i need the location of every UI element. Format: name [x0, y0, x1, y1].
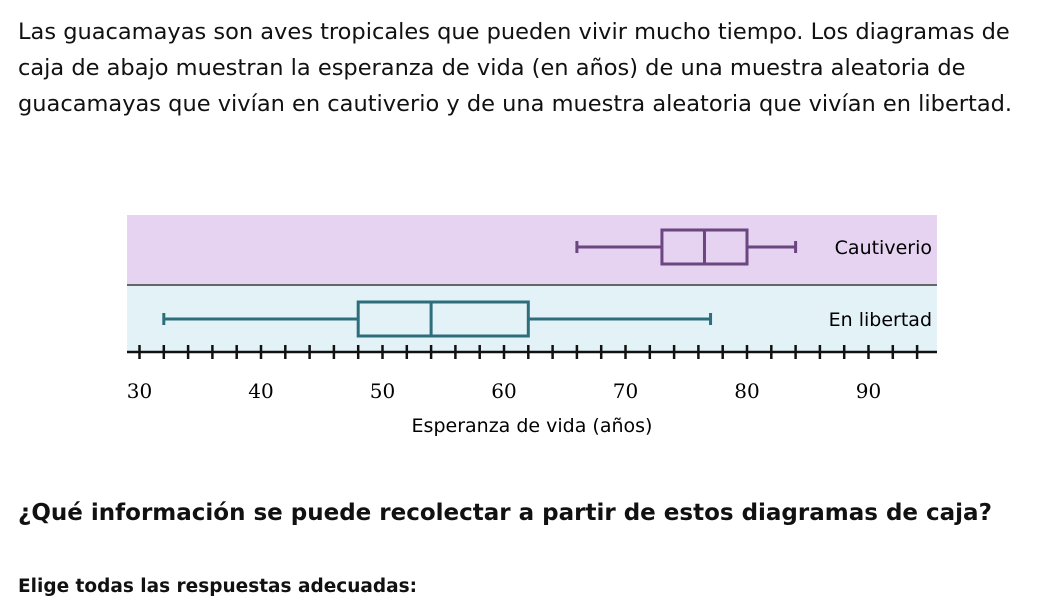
question-text: ¿Qué información se puede recolectar a p…: [18, 500, 992, 526]
x-tick-label: 90: [856, 379, 881, 403]
x-tick-label: 40: [248, 379, 273, 403]
instruction-text: Elige todas las respuestas adecuadas:: [18, 576, 418, 597]
x-tick-label: 80: [734, 379, 759, 403]
x-tick-label: 50: [370, 379, 395, 403]
series-label: En libertad: [829, 309, 932, 331]
x-axis-label: Esperanza de vida (años): [412, 415, 653, 437]
series-label: Cautiverio: [835, 237, 932, 259]
iqr-box: [356, 300, 530, 338]
intro-text: Las guacamayas son aves tropicales que p…: [18, 19, 1013, 117]
x-tick-label: 30: [127, 379, 152, 403]
band-0: [127, 215, 937, 285]
box-plot-chart: 30 40 50 60 70 80 90 Cautiverio En libertad Esp…: [127, 215, 937, 437]
x-tick-label: 60: [491, 379, 516, 403]
x-tick-label: 70: [613, 379, 638, 403]
